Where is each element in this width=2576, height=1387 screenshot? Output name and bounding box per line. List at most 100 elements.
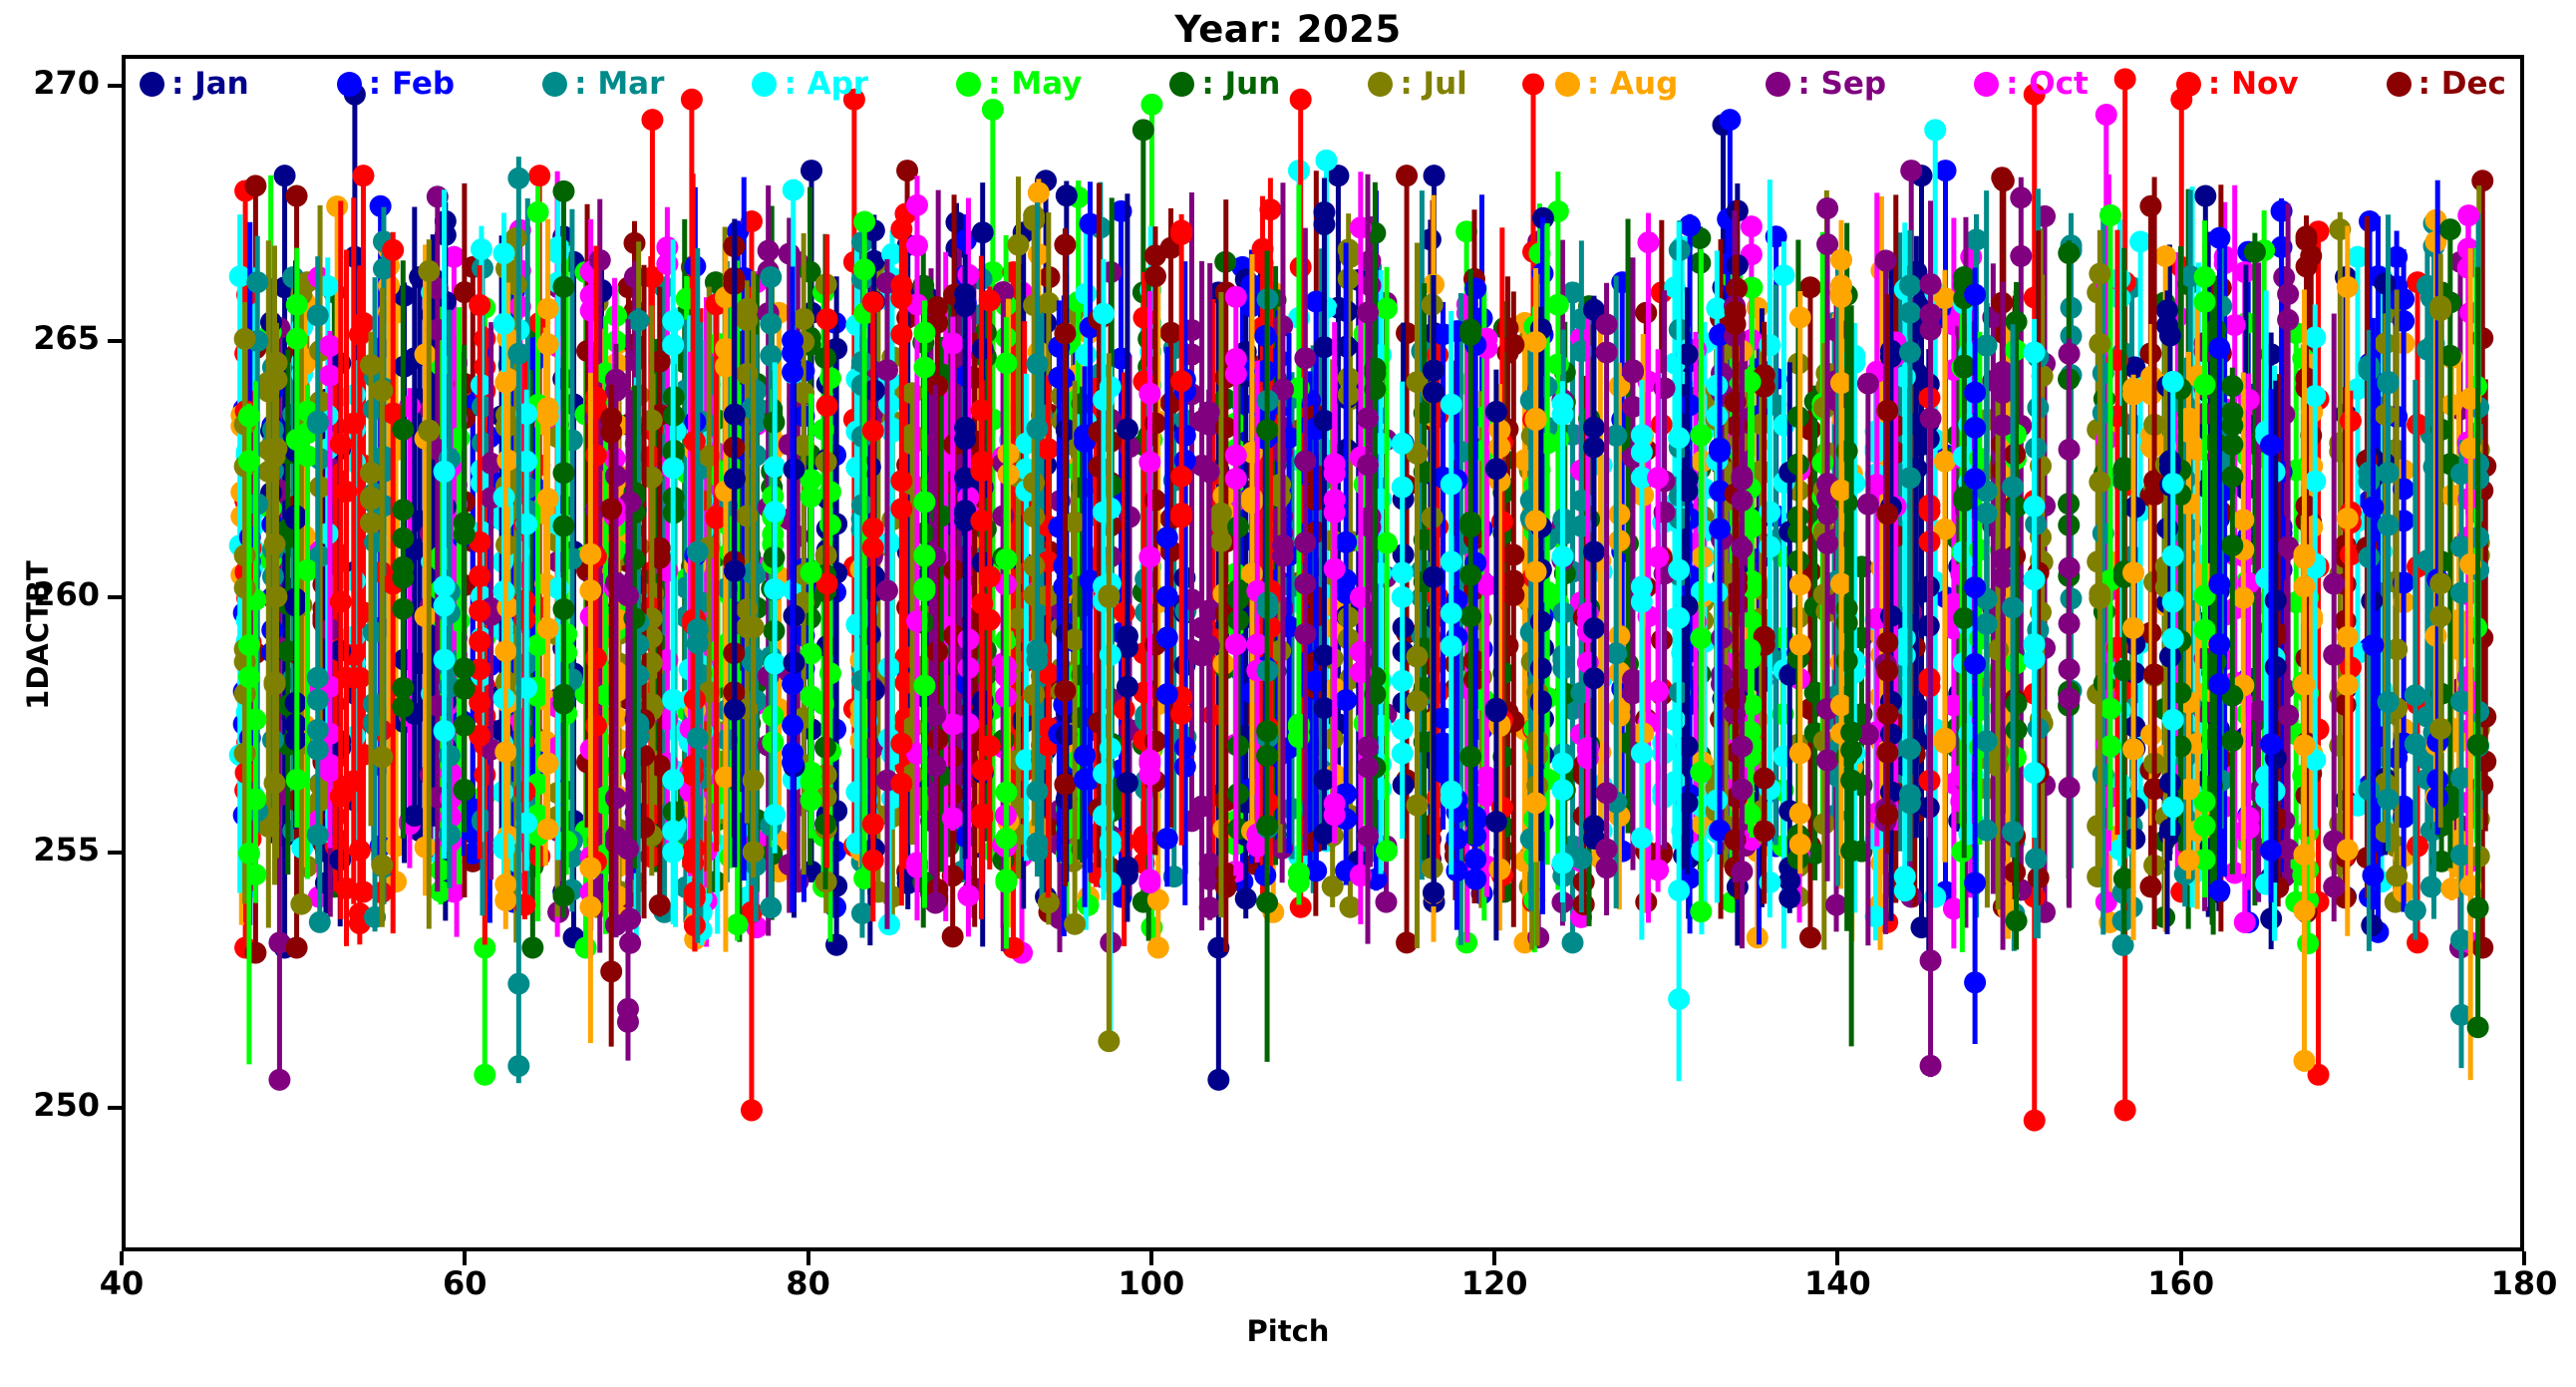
data-marker: [1432, 323, 1454, 346]
data-marker: [1676, 735, 1699, 758]
data-marker: [1459, 605, 1482, 628]
data-marker: [318, 364, 341, 387]
data-marker: [981, 98, 1004, 121]
data-marker: [686, 727, 709, 750]
data-marker: [1391, 585, 1414, 608]
data-marker: [237, 633, 260, 656]
data-marker: [2112, 659, 2135, 682]
data-marker: [2429, 605, 2452, 628]
data-marker: [2438, 218, 2461, 241]
data-marker: [1829, 479, 1852, 502]
data-marker: [971, 221, 994, 244]
data-marker: [723, 559, 746, 582]
data-marker: [2450, 463, 2473, 486]
data-marker: [861, 291, 884, 314]
data-marker: [1630, 590, 1653, 613]
data-marker: [1840, 721, 1863, 744]
data-marker: [1488, 858, 1511, 880]
data-marker: [1289, 88, 1312, 111]
data-marker: [536, 617, 559, 640]
data-marker: [1007, 233, 1030, 256]
data-marker: [1630, 827, 1653, 850]
data-marker: [1605, 424, 1628, 447]
data-marker: [1731, 489, 1754, 512]
data-marker: [2058, 658, 2081, 681]
data-marker: [1423, 165, 1446, 187]
data-marker: [536, 818, 559, 841]
data-marker: [760, 265, 783, 288]
data-marker: [2113, 68, 2136, 91]
data-marker: [2336, 673, 2359, 696]
data-marker: [1440, 393, 1462, 416]
data-marker: [1396, 165, 1419, 187]
data-marker: [778, 242, 801, 265]
data-marker: [1484, 697, 1507, 720]
data-marker: [2002, 821, 2025, 844]
data-marker: [683, 430, 706, 453]
data-marker: [1924, 119, 1947, 142]
data-marker: [815, 572, 838, 595]
data-marker: [1608, 503, 1631, 525]
data-marker: [1840, 840, 1863, 863]
data-marker: [1582, 540, 1605, 563]
data-marker: [913, 544, 936, 567]
data-marker: [1459, 511, 1482, 533]
data-marker: [1023, 583, 1046, 606]
data-marker: [1209, 529, 1232, 552]
data-marker: [913, 491, 936, 514]
data-marker: [901, 382, 924, 405]
data-marker: [1679, 214, 1702, 237]
data-marker: [1440, 550, 1462, 573]
data-marker: [433, 594, 456, 617]
data-marker: [233, 327, 256, 350]
data-marker: [890, 772, 913, 795]
data-marker: [2440, 877, 2463, 900]
data-marker: [2304, 385, 2327, 408]
data-marker: [2058, 438, 2081, 461]
data-marker: [1630, 424, 1653, 447]
data-marker: [2277, 535, 2300, 558]
data-marker: [1876, 702, 1899, 725]
data-marker: [1876, 631, 1899, 654]
data-marker: [494, 872, 517, 895]
data-marker: [265, 437, 288, 460]
data-marker: [818, 481, 841, 504]
data-marker: [2260, 733, 2283, 756]
data-marker: [2098, 203, 2121, 226]
data-marker: [2154, 244, 2177, 267]
data-marker: [1357, 756, 1380, 779]
data-marker: [890, 498, 913, 520]
data-marker: [492, 242, 515, 265]
data-marker: [480, 452, 502, 475]
plot-canvas: [228, 68, 2497, 1132]
data-marker: [1143, 244, 1166, 267]
data-marker: [1798, 926, 1821, 949]
data-marker: [2358, 545, 2381, 568]
data-marker: [1647, 680, 1670, 703]
data-marker: [1502, 333, 1525, 356]
data-marker: [1305, 290, 1328, 313]
data-marker: [2204, 318, 2227, 341]
data-marker: [1663, 709, 1686, 732]
data-marker: [800, 486, 822, 509]
data-marker: [1933, 287, 1956, 310]
data-marker: [2221, 375, 2244, 398]
data-marker: [1663, 276, 1686, 299]
data-marker: [1323, 462, 1346, 485]
data-marker: [526, 200, 549, 223]
data-marker: [2438, 344, 2461, 367]
data-marker: [1155, 585, 1178, 608]
plot-area: [122, 55, 2524, 1251]
data-marker: [815, 394, 838, 417]
data-marker: [2336, 625, 2359, 648]
data-marker: [782, 361, 805, 384]
data-marker: [469, 691, 491, 714]
data-marker: [1294, 622, 1317, 645]
data-marker: [574, 936, 597, 959]
data-marker: [1391, 476, 1414, 499]
data-marker: [2111, 933, 2134, 956]
data-marker: [1173, 424, 1196, 447]
data-marker: [2161, 708, 2184, 731]
data-marker: [555, 622, 578, 645]
